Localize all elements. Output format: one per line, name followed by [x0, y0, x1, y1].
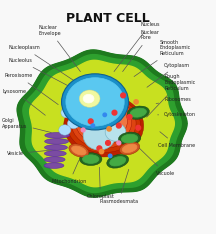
- Text: Nucleus: Nucleus: [114, 22, 160, 72]
- Circle shape: [134, 100, 138, 104]
- Circle shape: [97, 146, 102, 151]
- Ellipse shape: [44, 157, 65, 162]
- Ellipse shape: [45, 139, 68, 144]
- Circle shape: [88, 119, 93, 124]
- Circle shape: [121, 93, 125, 98]
- Text: Vacuole: Vacuole: [136, 145, 175, 176]
- Circle shape: [81, 128, 85, 132]
- Circle shape: [107, 127, 111, 131]
- Text: Cell Membrane: Cell Membrane: [158, 132, 195, 148]
- Ellipse shape: [130, 108, 146, 117]
- Ellipse shape: [76, 101, 132, 144]
- Text: Lysosome: Lysosome: [2, 89, 45, 115]
- Ellipse shape: [67, 118, 79, 129]
- Text: Mitochondrion: Mitochondrion: [52, 161, 87, 184]
- Ellipse shape: [83, 121, 116, 150]
- Ellipse shape: [61, 107, 73, 118]
- Circle shape: [99, 149, 104, 154]
- Ellipse shape: [127, 106, 149, 119]
- Ellipse shape: [79, 90, 100, 107]
- Text: Rough
Endoplasmic
Reticulum: Rough Endoplasmic Reticulum: [147, 74, 195, 117]
- Text: Smooth
Endoplasmic
Reticulum: Smooth Endoplasmic Reticulum: [134, 40, 191, 77]
- Ellipse shape: [67, 96, 140, 153]
- Ellipse shape: [44, 145, 67, 150]
- Ellipse shape: [79, 153, 102, 166]
- Ellipse shape: [72, 146, 86, 155]
- Ellipse shape: [119, 142, 140, 155]
- Text: Golgi
Apparatus: Golgi Apparatus: [2, 118, 51, 132]
- Text: Vesicle: Vesicle: [6, 150, 56, 156]
- Ellipse shape: [67, 97, 89, 111]
- Ellipse shape: [59, 125, 71, 135]
- Circle shape: [106, 141, 110, 145]
- Ellipse shape: [121, 134, 138, 143]
- Ellipse shape: [122, 144, 137, 153]
- Circle shape: [136, 125, 141, 130]
- Polygon shape: [30, 60, 174, 187]
- Ellipse shape: [118, 132, 141, 145]
- Ellipse shape: [66, 78, 124, 126]
- Ellipse shape: [44, 151, 66, 156]
- Polygon shape: [17, 50, 187, 197]
- Circle shape: [112, 110, 117, 115]
- Text: Peroxisome: Peroxisome: [4, 73, 58, 105]
- Circle shape: [103, 113, 106, 117]
- Text: Nucleolus: Nucleolus: [9, 58, 84, 94]
- Circle shape: [116, 123, 121, 128]
- Circle shape: [127, 115, 132, 119]
- Text: Cytoplasm: Cytoplasm: [147, 63, 190, 87]
- Circle shape: [117, 141, 121, 145]
- Ellipse shape: [107, 154, 129, 168]
- Text: Nucleoplasm: Nucleoplasm: [9, 45, 78, 83]
- Ellipse shape: [110, 157, 126, 166]
- Ellipse shape: [83, 155, 99, 163]
- Ellipse shape: [80, 103, 127, 140]
- Polygon shape: [23, 55, 181, 193]
- Ellipse shape: [64, 94, 144, 157]
- Ellipse shape: [70, 99, 86, 109]
- Ellipse shape: [105, 123, 126, 141]
- Ellipse shape: [45, 132, 70, 138]
- Ellipse shape: [62, 74, 129, 130]
- Text: PLANT CELL: PLANT CELL: [66, 12, 150, 25]
- Circle shape: [91, 124, 95, 127]
- Text: Ribosomes: Ribosomes: [156, 97, 191, 104]
- Ellipse shape: [83, 94, 94, 103]
- Ellipse shape: [71, 99, 136, 148]
- Ellipse shape: [44, 163, 64, 168]
- Text: Plasmodesmata: Plasmodesmata: [99, 169, 138, 204]
- Text: Nuclear
Envelope: Nuclear Envelope: [38, 25, 80, 72]
- Text: Chloroplast: Chloroplast: [86, 167, 114, 199]
- Ellipse shape: [69, 144, 89, 157]
- Circle shape: [108, 154, 112, 158]
- Text: Nuclear
Pore: Nuclear Pore: [123, 29, 159, 72]
- Text: Cytoskeleton: Cytoskeleton: [158, 112, 196, 117]
